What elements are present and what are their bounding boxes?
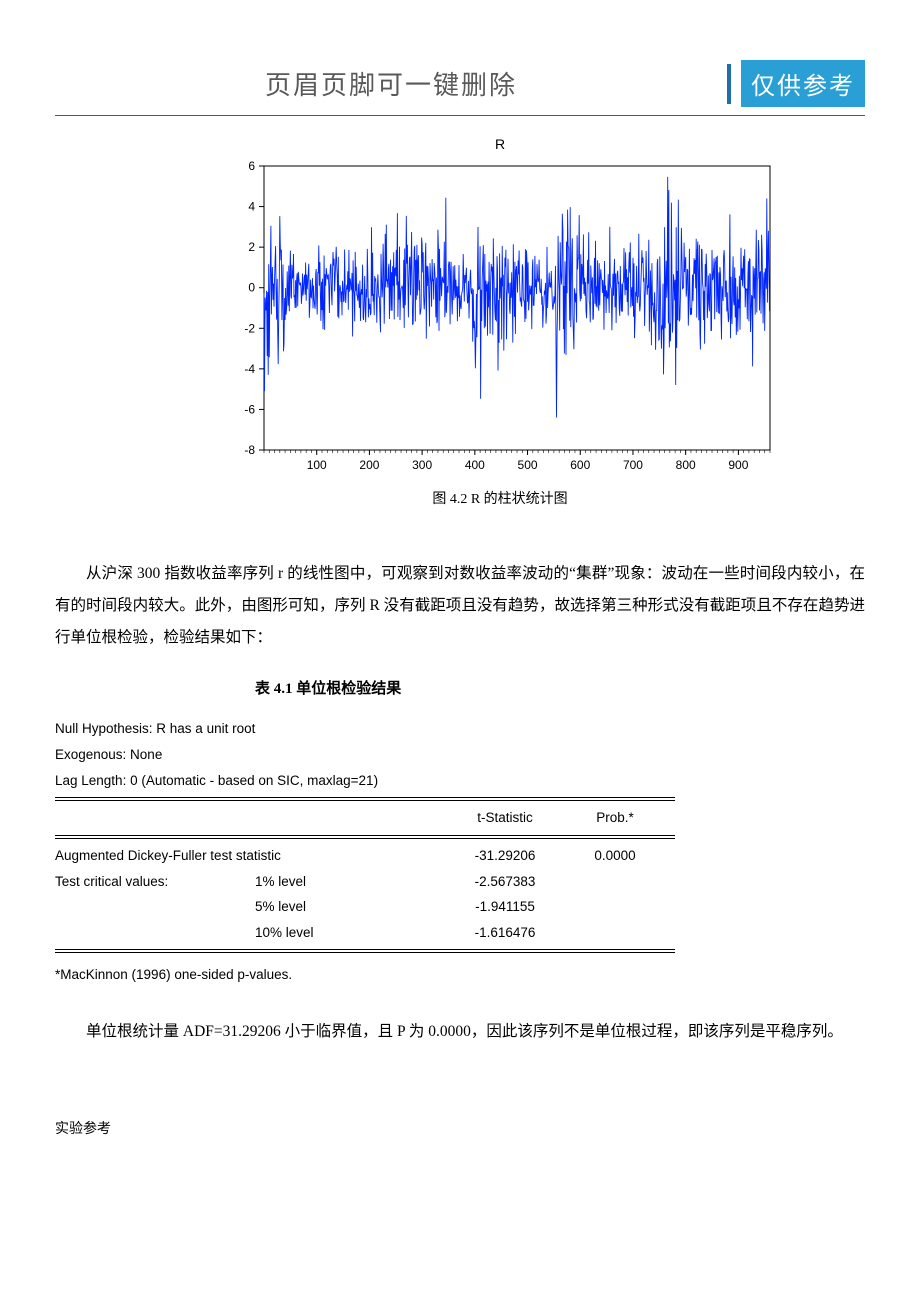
table-head-c3: t-Statistic [445,805,565,831]
page-header: 页眉页脚可一键删除 仅供参考 [55,60,865,107]
header-left-text: 页眉页脚可一键删除 [55,65,727,102]
svg-text:4: 4 [248,200,255,214]
table-rule-mid [55,835,675,839]
table-row: 10% level-1.616476 [55,920,675,946]
svg-text:700: 700 [623,458,643,472]
table-title: 表 4.1 单位根检验结果 [255,677,865,698]
table-cell: 10% level [255,920,445,946]
table-rule-top [55,797,675,801]
table-cell: 5% level [255,894,445,920]
adf-test-table: Null Hypothesis: R has a unit root Exoge… [55,716,675,953]
svg-text:6: 6 [248,159,255,173]
table-row: Augmented Dickey-Fuller test statistic-3… [55,843,675,869]
table-row: 5% level-1.941155 [55,894,675,920]
svg-text:500: 500 [518,458,538,472]
table-cell: -1.941155 [445,894,565,920]
header-badge: 仅供参考 [741,60,865,107]
svg-text:300: 300 [412,458,432,472]
table-meta-1: Null Hypothesis: R has a unit root [55,716,675,742]
table-cell [55,894,255,920]
table-cell [55,920,255,946]
chart-title: R [220,136,780,152]
svg-text:200: 200 [359,458,379,472]
table-cell [565,920,665,946]
table-cell: -2.567383 [445,869,565,895]
table-header-row: t-Statistic Prob.* [55,805,675,831]
table-cell: Test critical values: [55,869,255,895]
table-head-c2 [255,805,445,831]
table-head-c4: Prob.* [565,805,665,831]
table-row: Test critical values:1% level-2.567383 [55,869,675,895]
svg-text:-8: -8 [244,443,255,457]
table-cell: 1% level [255,869,445,895]
svg-text:800: 800 [676,458,696,472]
svg-text:600: 600 [570,458,590,472]
table-meta-2: Exogenous: None [55,742,675,768]
chart-container: R -8 -6 -4 -2 0 2 4 6 100 200 300 400 500 600 700 800 90… [220,136,780,508]
table-head-c1 [55,805,255,831]
svg-text:-6: -6 [244,402,255,416]
paragraph-2: 单位根统计量 ADF=31.29206 小于临界值，且 P 为 0.0000，因… [55,1016,865,1048]
table-cell: Augmented Dickey-Fuller test statistic [55,843,445,869]
table-cell: -31.29206 [445,843,565,869]
svg-text:100: 100 [307,458,327,472]
table-footnote: *MacKinnon (1996) one-sided p-values. [55,967,865,982]
svg-text:2: 2 [248,240,255,254]
svg-text:-4: -4 [244,362,255,376]
header-divider-bar [727,64,731,104]
line-chart: -8 -6 -4 -2 0 2 4 6 100 200 300 400 500 600 700 800 900 [220,158,780,478]
chart-caption: 图 4.2 R 的柱状统计图 [220,488,780,508]
table-cell [565,869,665,895]
table-cell: -1.616476 [445,920,565,946]
svg-text:400: 400 [465,458,485,472]
table-meta-3: Lag Length: 0 (Automatic - based on SIC,… [55,768,675,794]
table-rule-bottom [55,949,675,953]
page-footer: 实验参考 [55,1118,865,1138]
svg-text:0: 0 [248,281,255,295]
table-cell [565,894,665,920]
header-underline [55,115,865,116]
table-cell: 0.0000 [565,843,665,869]
svg-text:900: 900 [728,458,748,472]
svg-text:-2: -2 [244,321,255,335]
paragraph-1: 从沪深 300 指数收益率序列 r 的线性图中，可观察到对数收益率波动的“集群”… [55,558,865,653]
